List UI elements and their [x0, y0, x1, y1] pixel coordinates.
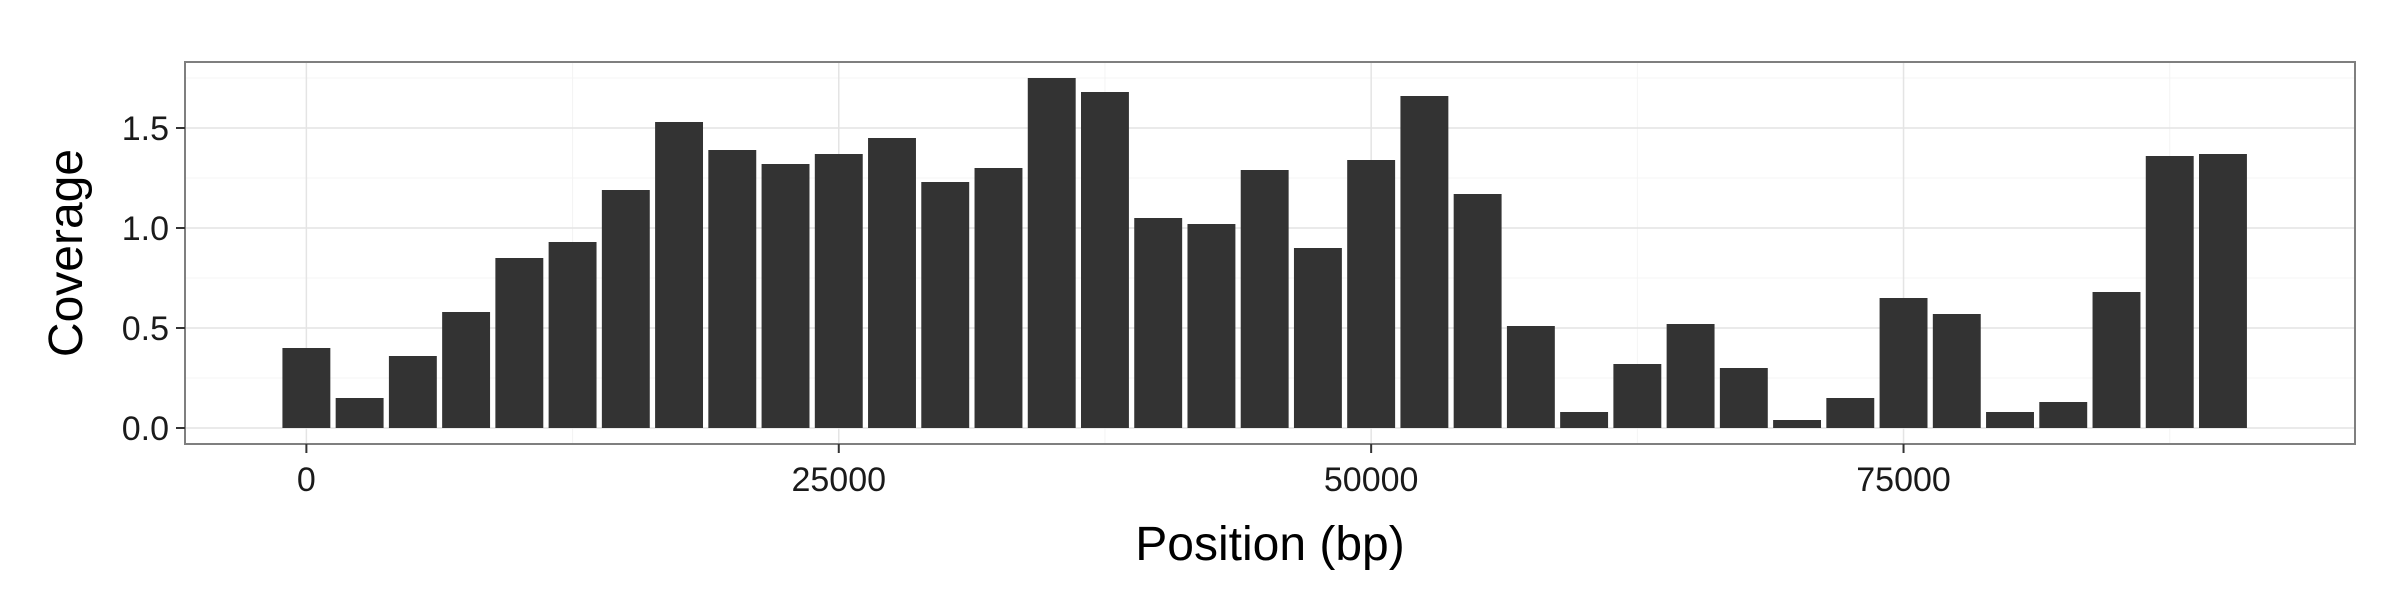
coverage-bar — [282, 348, 331, 428]
coverage-bar — [1134, 218, 1183, 428]
coverage-bar — [1081, 92, 1129, 428]
coverage-bar — [1826, 398, 1875, 428]
coverage-bar — [442, 312, 491, 428]
coverage-bar — [1027, 78, 1076, 428]
y-axis-title: Coverage — [40, 149, 93, 357]
coverage-bar — [1187, 224, 1236, 428]
coverage-bar — [495, 258, 544, 428]
plot-border — [184, 61, 2356, 445]
coverage-bar — [974, 168, 1023, 428]
coverage-bar — [601, 190, 650, 428]
coverage-bar — [708, 150, 757, 428]
y-tick-label: 1.5 — [122, 110, 169, 148]
coverage-bar — [921, 182, 970, 428]
coverage-bar — [761, 164, 810, 428]
y-tick-label: 1.0 — [122, 210, 169, 248]
coverage-bar — [1719, 368, 1768, 428]
coverage-bar — [1879, 298, 1928, 428]
x-tick-label: 0 — [297, 461, 316, 499]
coverage-bar — [868, 138, 916, 428]
x-axis-title: Position (bp) — [1135, 518, 1404, 571]
coverage-bar — [2039, 402, 2088, 428]
x-tick-label: 25000 — [791, 461, 886, 499]
y-tick-label: 0.0 — [122, 410, 169, 448]
coverage-bar — [1560, 412, 1609, 428]
coverage-bar — [1293, 248, 1342, 428]
coverage-bar — [1986, 412, 2034, 428]
coverage-bar — [2145, 156, 2194, 428]
coverage-bar — [1240, 170, 1289, 428]
x-tick-label: 50000 — [1324, 461, 1419, 499]
coverage-bar — [548, 242, 597, 428]
x-tick-label: 75000 — [1856, 461, 1951, 499]
coverage-bar — [1453, 194, 1502, 428]
coverage-bar — [1666, 324, 1715, 428]
coverage-bar — [1347, 160, 1396, 428]
coverage-bar — [1506, 326, 1555, 428]
coverage-bar — [1613, 364, 1662, 428]
y-tick-label: 0.5 — [122, 310, 169, 348]
coverage-bar — [335, 398, 384, 428]
coverage-bar — [1400, 96, 1449, 428]
axis-ticks: 0.0 0.5 1.0 1.5 0 25000 50000 75000 — [122, 110, 1951, 499]
coverage-bar — [2092, 292, 2141, 428]
coverage-bar — [814, 154, 863, 428]
coverage-bar — [655, 122, 704, 428]
coverage-bar — [2199, 154, 2247, 428]
coverage-bar — [1773, 420, 1822, 428]
coverage-bar — [388, 356, 437, 428]
coverage-bar — [1932, 314, 1981, 428]
bars — [282, 78, 2247, 428]
